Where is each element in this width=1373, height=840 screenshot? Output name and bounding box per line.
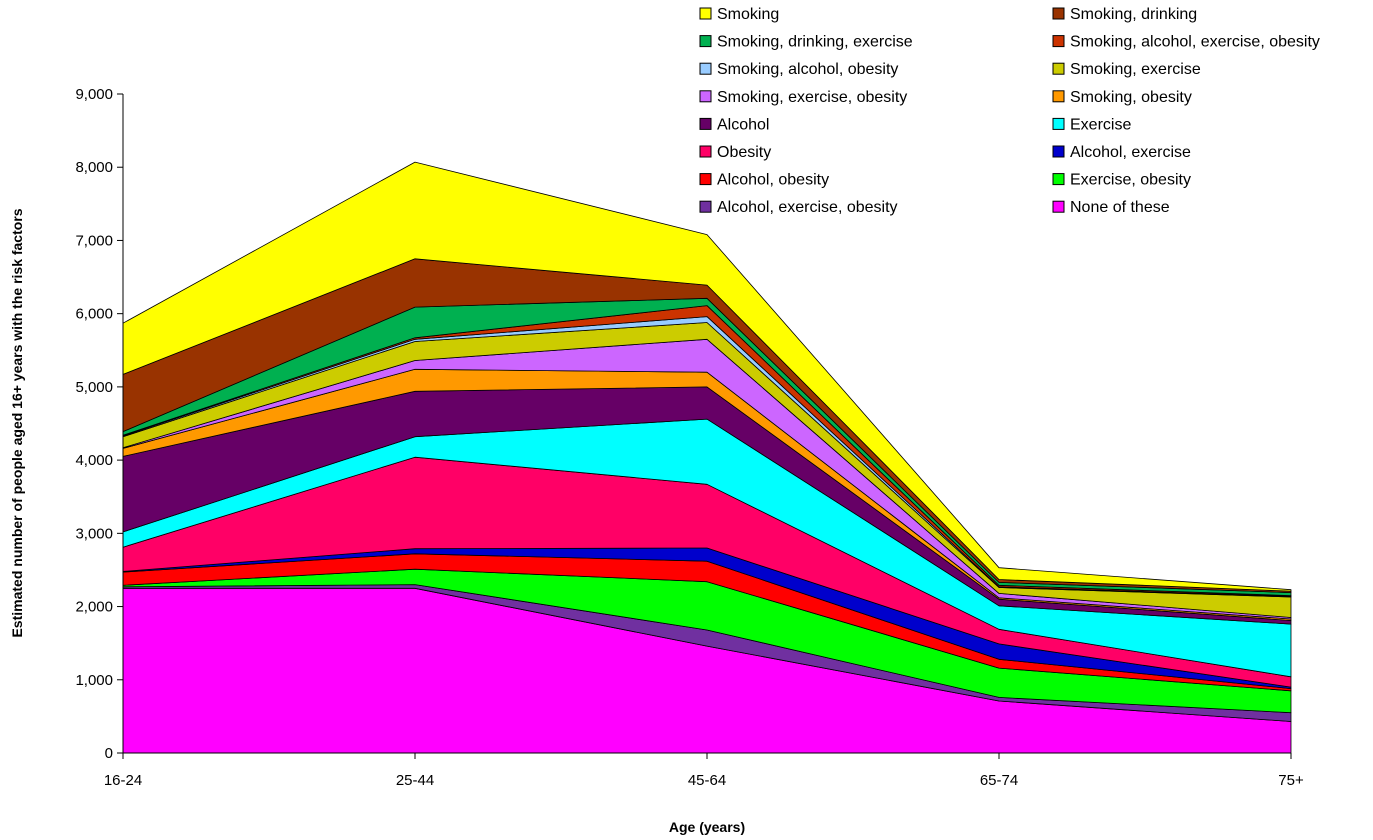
- x-tick-label: 16-24: [104, 772, 142, 789]
- legend-item-smoking-alcohol-obesity: Smoking, alcohol, obesity: [699, 61, 898, 78]
- legend-label: Smoking, drinking, exercise: [717, 34, 913, 51]
- legend-label: Alcohol, exercise, obesity: [717, 199, 898, 216]
- legend-swatch: [1052, 173, 1065, 186]
- legend-swatch: [699, 145, 712, 158]
- legend-swatch: [1052, 62, 1065, 75]
- legend-label: Smoking, exercise: [1070, 61, 1201, 78]
- legend-item-alcohol-exercise-obesity: Alcohol, exercise, obesity: [699, 199, 898, 216]
- legend-item-smoking-alcohol-exercise-obesity: Smoking, alcohol, exercise, obesity: [1052, 34, 1320, 51]
- legend-item-exercise-obesity: Exercise, obesity: [1052, 172, 1191, 189]
- legend-swatch: [699, 62, 712, 75]
- legend-label: Exercise, obesity: [1070, 172, 1191, 189]
- y-tick-label: 4,000: [75, 452, 113, 469]
- y-tick-label: 9,000: [75, 86, 113, 103]
- legend-label: Smoking, exercise, obesity: [717, 89, 907, 106]
- legend-label: None of these: [1070, 199, 1170, 216]
- y-tick-label: 6,000: [75, 306, 113, 323]
- legend-label: Smoking, obesity: [1070, 89, 1192, 106]
- legend-swatch: [699, 173, 712, 186]
- legend-swatch: [1052, 7, 1065, 20]
- area-smoking: [122, 161, 1292, 592]
- legend-label: Smoking, alcohol, exercise, obesity: [1070, 34, 1320, 51]
- legend-swatch: [1052, 117, 1065, 130]
- legend-swatch: [1052, 200, 1065, 213]
- legend-swatch: [699, 90, 712, 103]
- legend-swatch: [699, 7, 712, 20]
- legend-item-smoking-drinking-exercise: Smoking, drinking, exercise: [699, 34, 913, 51]
- legend-item-alcohol: Alcohol: [699, 116, 769, 133]
- legend-label: Alcohol, obesity: [717, 172, 829, 189]
- y-tick-label: 2,000: [75, 599, 113, 616]
- x-axis-ticks: 16-24 25-44 45-64 65-74 75+: [104, 753, 1304, 789]
- legend-label: Smoking, drinking: [1070, 6, 1197, 23]
- y-tick-label: 1,000: [75, 672, 113, 689]
- y-tick-label: 7,000: [75, 232, 113, 249]
- legend-swatch: [699, 117, 712, 130]
- legend-swatch: [1052, 90, 1065, 103]
- legend-item-smoking: Smoking: [699, 6, 779, 23]
- legend-item-smoking-obesity: Smoking, obesity: [1052, 89, 1192, 106]
- legend-item-alcohol-exercise: Alcohol, exercise: [1052, 144, 1191, 161]
- legend-item-obesity: Obesity: [699, 144, 771, 161]
- legend-item-exercise: Exercise: [1052, 116, 1131, 133]
- y-tick-label: 3,000: [75, 525, 113, 542]
- x-tick-label: 75+: [1278, 772, 1304, 789]
- legend-label: Exercise: [1070, 116, 1131, 133]
- x-axis-title: Age (years): [669, 819, 745, 835]
- legend-label: Alcohol: [717, 116, 769, 133]
- legend-item-smoking-exercise: Smoking, exercise: [1052, 61, 1201, 78]
- area-series-group: [122, 161, 1292, 754]
- legend-item-smoking-drinking: Smoking, drinking: [1052, 6, 1197, 23]
- y-axis-ticks: 0 1,000 2,000 3,000 4,000 5,000 6,000 7,000 8,00…: [75, 86, 123, 762]
- legend-label: Alcohol, exercise: [1070, 144, 1191, 161]
- legend-label: Obesity: [717, 144, 771, 161]
- y-tick-label: 5,000: [75, 379, 113, 396]
- legend-label: Smoking: [717, 6, 779, 23]
- x-tick-label: 25-44: [396, 772, 434, 789]
- legend-item-smoking-exercise-obesity: Smoking, exercise, obesity: [699, 89, 907, 106]
- legend-swatch: [1052, 145, 1065, 158]
- legend-swatch: [699, 200, 712, 213]
- y-tick-label: 0: [105, 745, 113, 762]
- legend-item-none-of-these: None of these: [1052, 199, 1170, 216]
- x-tick-label: 45-64: [688, 772, 726, 789]
- legend: Smoking Smoking, drinking Smoking, drinkin…: [699, 6, 1320, 216]
- legend-swatch: [699, 35, 712, 48]
- legend-item-alcohol-obesity: Alcohol, obesity: [699, 172, 829, 189]
- x-tick-label: 65-74: [980, 772, 1018, 789]
- y-axis-title: Estimated number of people aged 16+ year…: [9, 208, 25, 637]
- legend-swatch: [1052, 35, 1065, 48]
- legend-label: Smoking, alcohol, obesity: [717, 61, 898, 78]
- y-tick-label: 8,000: [75, 159, 113, 176]
